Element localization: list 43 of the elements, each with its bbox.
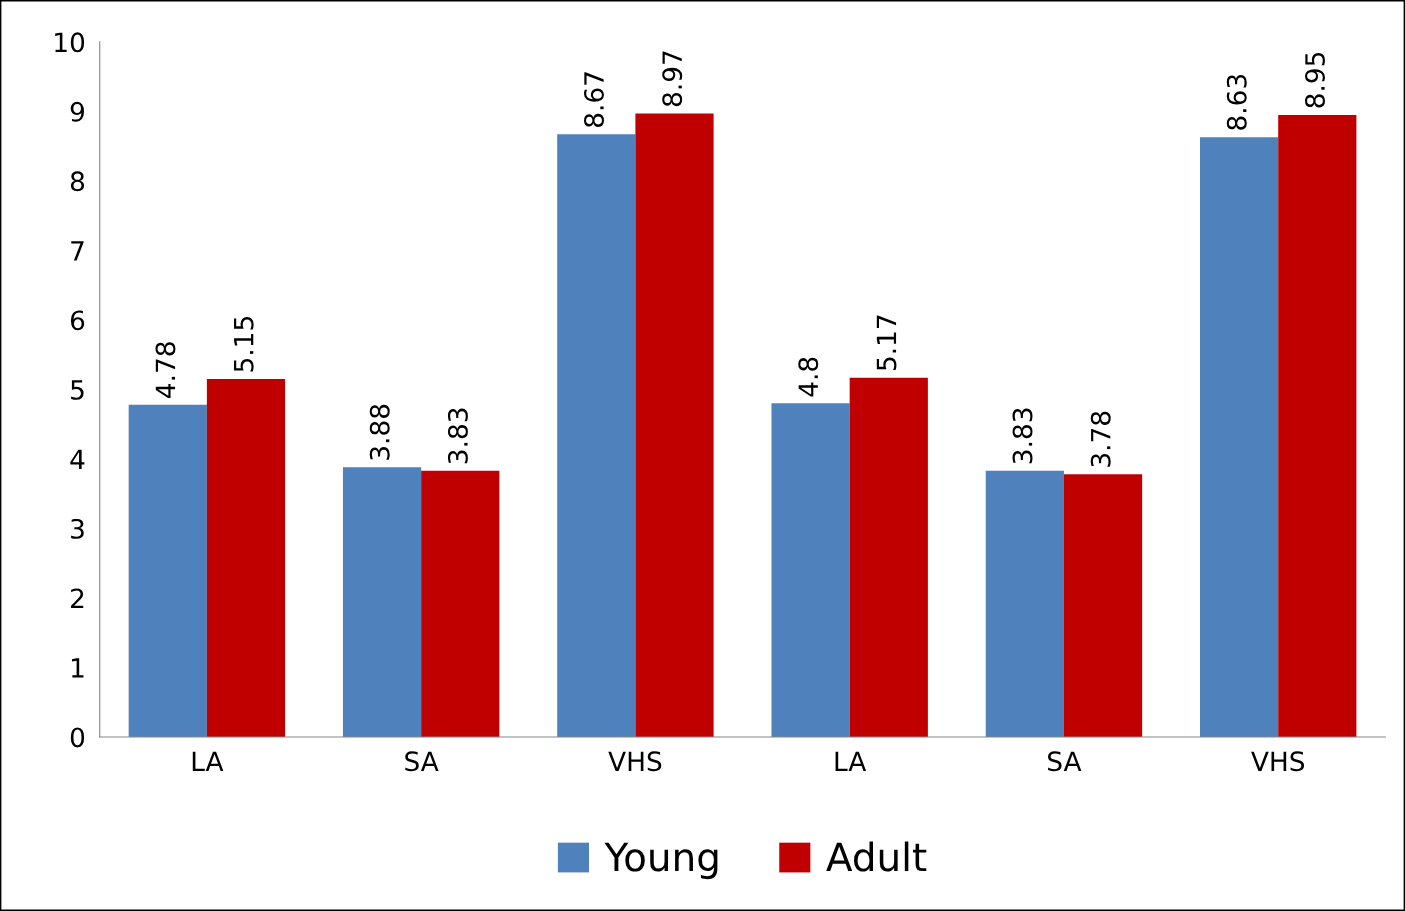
y-tick-label: 3: [71, 518, 84, 539]
data-label: 4.8: [798, 357, 819, 397]
data-label: 3.83: [1012, 408, 1033, 464]
legend-label: Adult: [826, 841, 927, 872]
bar: [1199, 137, 1279, 737]
bar: [206, 379, 286, 737]
bar: [635, 113, 714, 737]
legend-label: Young: [604, 842, 718, 880]
data-label: 8.67: [584, 72, 604, 128]
data-label: 5.15: [234, 317, 254, 372]
y-tick-label: 5: [71, 380, 84, 400]
bar: [342, 467, 422, 737]
bar: [985, 470, 1064, 737]
bar: [128, 404, 207, 737]
bar: [557, 134, 636, 737]
x-tick-label: VHS: [1251, 751, 1305, 772]
data-label: 8.97: [662, 51, 683, 107]
x-tick-label: SA: [405, 751, 439, 772]
y-tick-label: 0: [70, 727, 85, 748]
y-tick-label: 10: [55, 32, 85, 53]
bar: [771, 403, 850, 737]
y-tick-label: 2: [71, 588, 84, 609]
bar: [1063, 474, 1143, 737]
data-label: 8.95: [1305, 52, 1325, 108]
data-label: 3.83: [447, 408, 468, 464]
y-tick-label: 8: [70, 171, 85, 192]
x-tick-label: SA: [1048, 751, 1082, 772]
bar: [1278, 114, 1357, 737]
y-tick-label: 9: [70, 101, 85, 122]
bar: [849, 377, 928, 737]
bar: [421, 470, 500, 737]
data-label: 3.88: [369, 404, 390, 460]
x-tick-label: VHS: [608, 751, 662, 772]
data-label: 3.78: [1090, 411, 1111, 467]
y-tick-label: 6: [70, 310, 85, 331]
y-tick-label: 7: [71, 241, 84, 261]
data-label: 8.63: [1226, 74, 1247, 130]
x-tick-label: LA: [192, 751, 224, 771]
data-label: 4.78: [155, 342, 176, 398]
y-tick-label: 4: [70, 449, 85, 469]
x-tick-label: LA: [835, 751, 867, 771]
data-label: 5.17: [876, 315, 897, 371]
y-tick-label: 1: [71, 658, 84, 678]
